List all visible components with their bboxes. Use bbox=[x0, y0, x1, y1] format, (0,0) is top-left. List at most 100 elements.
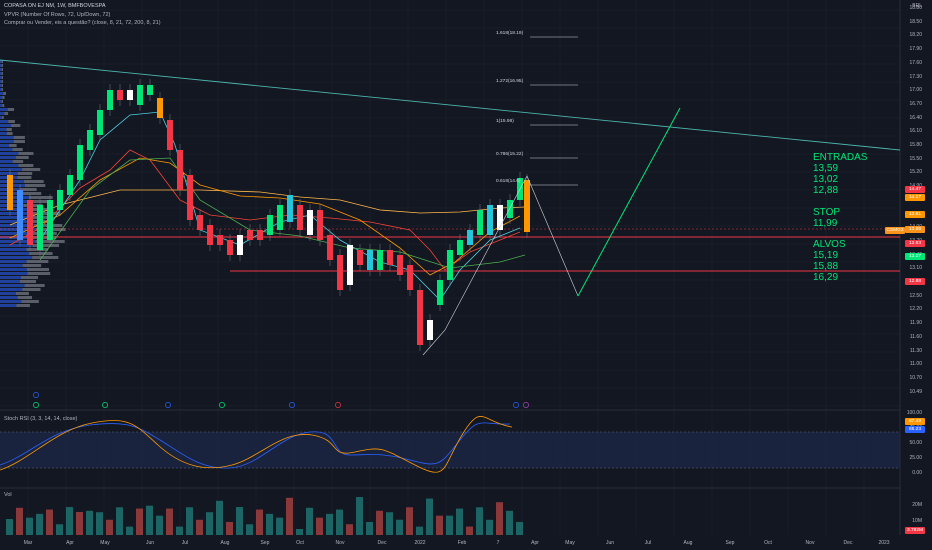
time-axis-label: Jul bbox=[644, 540, 652, 546]
vpvr-up bbox=[0, 272, 28, 275]
time-axis-label: Nov bbox=[805, 540, 815, 546]
candle-body bbox=[97, 110, 103, 135]
vpvr-up bbox=[0, 132, 7, 135]
vpvr-up bbox=[0, 208, 29, 211]
volume-bar bbox=[416, 526, 423, 535]
candle-body bbox=[47, 200, 53, 240]
entradas-title: ENTRADAS bbox=[813, 152, 868, 163]
candle-body bbox=[257, 230, 263, 240]
price-tag: 14.17 bbox=[905, 194, 925, 201]
vpvr-up bbox=[0, 68, 2, 71]
volume-bar bbox=[246, 524, 253, 535]
candle-body bbox=[287, 195, 293, 222]
time-axis-label: Aug bbox=[220, 540, 230, 546]
ma-green bbox=[39, 157, 526, 269]
volume-bar bbox=[476, 507, 483, 535]
event-marker bbox=[102, 402, 108, 408]
vpvr-up bbox=[0, 168, 23, 171]
price-axis-label: 12.50 bbox=[909, 292, 922, 299]
vpvr-down bbox=[2, 104, 5, 107]
vpvr-down bbox=[1, 80, 3, 83]
vpvr-up bbox=[0, 248, 27, 251]
stoch-rsi-label[interactable]: Stoch RSI (3, 3, 14, 14, close) bbox=[4, 416, 78, 422]
volume-bar bbox=[316, 517, 323, 535]
stop-block: STOP 11,99 bbox=[813, 207, 840, 229]
candle-body bbox=[437, 280, 443, 305]
time-axis-label: Oct bbox=[764, 540, 772, 546]
candle-body bbox=[417, 290, 423, 345]
candle-body bbox=[127, 90, 133, 100]
price-axis-label: 15.20 bbox=[909, 169, 922, 176]
indicator-ma-label[interactable]: Comprar ou Vender, eis a questão? (close… bbox=[4, 20, 161, 26]
vpvr-down bbox=[6, 128, 12, 131]
volume-bar bbox=[36, 513, 43, 535]
volume-bar bbox=[126, 526, 133, 535]
volume-bar bbox=[176, 526, 183, 535]
vpvr-down bbox=[1, 88, 3, 91]
volume-bar bbox=[446, 515, 453, 535]
symbol-title: COPASA ON EJ NM, 1W, BMFBOVESPA bbox=[4, 3, 106, 9]
vpvr-down bbox=[1, 100, 3, 103]
stoch-rsi-pane bbox=[0, 416, 900, 473]
candle-body bbox=[137, 85, 143, 105]
vpvr-up bbox=[0, 92, 4, 95]
vpvr-up bbox=[0, 80, 2, 83]
time-axis-label: Jul bbox=[181, 540, 189, 546]
moving-averages bbox=[9, 111, 526, 301]
vpvr-up bbox=[0, 300, 22, 303]
volume-bar bbox=[386, 512, 393, 535]
vpvr-down bbox=[7, 108, 15, 111]
vpvr-down bbox=[22, 288, 41, 291]
volume-bar bbox=[66, 507, 73, 535]
candle-body bbox=[247, 230, 253, 240]
vpvr-up bbox=[0, 216, 29, 219]
vpvr-down bbox=[24, 180, 44, 183]
indicator-vpvr-label[interactable]: VPVR (Number Of Rows, 72, Up/Down, 72) bbox=[4, 12, 111, 18]
vpvr-up bbox=[0, 164, 19, 167]
volume-bar bbox=[276, 517, 283, 535]
vpvr-up bbox=[0, 232, 32, 235]
volume-bar bbox=[196, 519, 203, 535]
volume-axis-10m: 10M bbox=[912, 518, 922, 524]
vpvr-down bbox=[3, 92, 7, 95]
candle-body bbox=[477, 210, 483, 235]
volume-bar bbox=[306, 507, 313, 535]
vpvr-up bbox=[0, 84, 2, 87]
candle-body bbox=[67, 175, 73, 195]
vpvr-down bbox=[17, 176, 32, 179]
vpvr-down bbox=[1, 72, 3, 75]
candle-body bbox=[217, 235, 223, 245]
volume-label[interactable]: Vol bbox=[4, 492, 12, 498]
vpvr-up bbox=[0, 276, 21, 279]
price-axis-label: 15.50 bbox=[909, 155, 922, 162]
stoch-d bbox=[0, 422, 511, 469]
candle-body bbox=[357, 250, 363, 265]
event-marker bbox=[289, 402, 295, 408]
volume-axis-20m: 20M bbox=[912, 502, 922, 508]
time-axis-label: Apr bbox=[66, 540, 74, 546]
volume-bar bbox=[106, 519, 113, 535]
vpvr-up bbox=[0, 260, 27, 263]
candle-body bbox=[447, 250, 453, 280]
volume-bar bbox=[506, 510, 513, 535]
vpvr-down bbox=[21, 300, 39, 303]
volume-bar bbox=[166, 508, 173, 535]
vpvr-up bbox=[0, 212, 34, 215]
fib-label: 1.618(18.19) bbox=[496, 31, 524, 36]
vpvr-up bbox=[0, 220, 28, 223]
vpvr-down bbox=[26, 260, 49, 263]
ma-orange-slow bbox=[9, 189, 526, 226]
alvos-title: ALVOS bbox=[813, 239, 846, 250]
fib-label: 0.786(15.22) bbox=[496, 152, 524, 157]
stoch-axis-label: 25.00 bbox=[909, 455, 922, 461]
trend-lines bbox=[0, 59, 901, 272]
alvo-1: 15,19 bbox=[813, 250, 839, 261]
vpvr-up bbox=[0, 256, 33, 259]
time-axis-label: Nov bbox=[335, 540, 345, 546]
vpvr-up bbox=[0, 268, 27, 271]
event-marker bbox=[165, 402, 171, 408]
volume-bar bbox=[326, 513, 333, 535]
vpvr-down bbox=[22, 168, 41, 171]
vpvr-down bbox=[32, 244, 60, 247]
